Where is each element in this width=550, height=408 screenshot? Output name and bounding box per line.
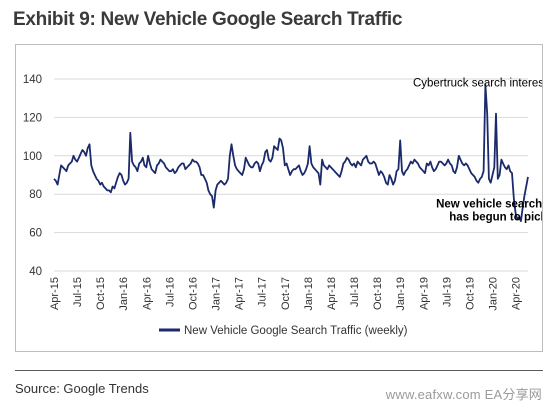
source-divider	[15, 370, 543, 371]
annotation-cybertruck: Cybertruck search interest	[413, 78, 542, 90]
series-layer	[53, 83, 529, 223]
x-tick-label: Apr-15	[49, 277, 61, 310]
y-tick-label: 140	[23, 74, 42, 86]
x-tick-label: Jan-18	[303, 277, 315, 311]
annotation-pickup-line: New vehicle search traffic	[436, 199, 542, 211]
x-tick-label: Jan-20	[487, 277, 499, 311]
x-tick-label: Oct-19	[464, 277, 476, 310]
y-tick-label: 100	[23, 151, 42, 163]
x-axis-tick-labels: Apr-15 Jul-15 Oct-15 Jan-16 Apr-16 Jul-16 Oct-…	[49, 277, 523, 311]
y-tick-label: 40	[29, 266, 42, 278]
x-tick-label: Oct-18	[372, 277, 384, 310]
x-tick-label: Apr-16	[141, 277, 153, 310]
y-tick-label: 60	[29, 228, 42, 240]
series-line	[53, 83, 529, 223]
x-tick-label: Jul-19	[441, 277, 453, 307]
y-tick-label: 80	[29, 189, 42, 201]
legend: New Vehicle Google Search Traffic (weekl…	[159, 325, 408, 337]
x-tick-label: Oct-16	[187, 277, 199, 310]
source-note: Source: Google Trends	[15, 381, 149, 396]
x-tick-label: Apr-17	[234, 277, 246, 310]
x-tick-label: Jan-16	[118, 277, 130, 311]
watermark: www.eafxw.com EA分享网	[385, 387, 542, 402]
x-tick-label: Apr-18	[326, 277, 338, 310]
annotations: Cybertruck search interest New vehicle se…	[413, 78, 550, 224]
legend-label: New Vehicle Google Search Traffic (weekl…	[184, 325, 408, 337]
gridlines	[54, 78, 528, 272]
x-tick-label: Apr-19	[418, 277, 430, 310]
chart-frame: 40 60 80 100 120 140 Apr-15 Jul-15 Oct-15 Jan-16…	[15, 44, 550, 352]
y-axis-tick-labels: 40 60 80 100 120 140	[23, 74, 42, 278]
annotation-pickup-line: has begun to pick up	[449, 212, 542, 224]
x-tick-label: Oct-15	[95, 277, 107, 310]
x-tick-label: Jan-19	[395, 277, 407, 311]
x-tick-label: Jan-17	[211, 277, 223, 311]
x-tick-label: Jul-18	[349, 277, 361, 307]
y-tick-label: 120	[23, 112, 42, 124]
x-tick-label: Jul-15	[72, 277, 84, 307]
line-chart: 40 60 80 100 120 140 Apr-15 Jul-15 Oct-15 Jan-16…	[23, 74, 550, 337]
x-tick-label: Apr-20	[511, 277, 523, 310]
x-tick-label: Jul-16	[164, 277, 176, 307]
x-tick-label: Oct-17	[280, 277, 292, 310]
page-title: Exhibit 9: New Vehicle Google Search Tra…	[13, 9, 403, 30]
x-tick-label: Jul-17	[257, 277, 269, 307]
